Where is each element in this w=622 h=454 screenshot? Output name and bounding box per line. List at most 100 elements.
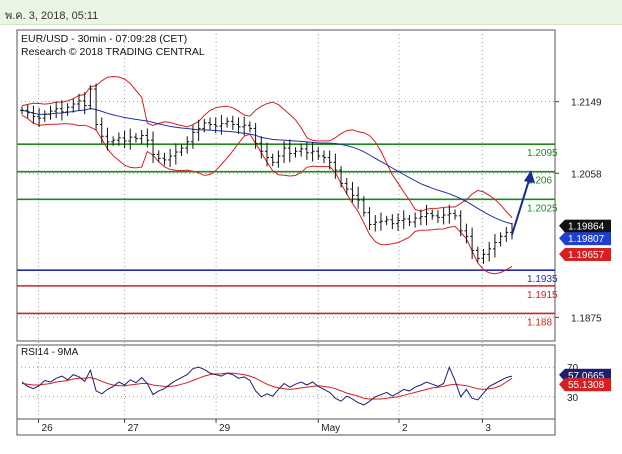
rsi-tag-pointer <box>559 378 565 392</box>
candle <box>151 131 156 164</box>
price-tag-pointer <box>559 247 565 261</box>
price-tick-label: 1.2058 <box>571 169 602 180</box>
candle <box>105 127 110 151</box>
candle <box>20 106 24 115</box>
candle <box>276 150 281 168</box>
candle <box>492 233 497 258</box>
candle <box>162 152 167 166</box>
candle <box>196 119 201 142</box>
candle <box>356 186 361 209</box>
candle <box>179 144 184 156</box>
candle <box>122 130 127 149</box>
level-label: 1.206 <box>527 176 552 187</box>
time-label: 27 <box>128 423 140 434</box>
candle <box>367 207 372 230</box>
price-tag <box>565 247 611 261</box>
candle <box>259 136 264 159</box>
grid <box>17 30 555 419</box>
time-label: 26 <box>42 423 54 434</box>
rsi-line <box>21 365 513 406</box>
candle <box>413 212 418 228</box>
candle <box>304 141 309 160</box>
candle <box>344 178 349 195</box>
candle <box>230 115 235 130</box>
rsi-tag-label: 55.1308 <box>568 380 605 391</box>
level-label: 1.2095 <box>527 148 558 159</box>
candle <box>99 117 104 144</box>
time-label: 3 <box>485 423 491 434</box>
axis-labels: 26 27 29 May 2 3 1.2149 1.2058 1.1875 70 30 <box>38 98 602 434</box>
candle <box>185 136 190 154</box>
candle <box>396 213 401 231</box>
candle <box>48 105 53 120</box>
candle <box>447 204 452 224</box>
candle <box>225 117 230 128</box>
candle <box>430 209 435 220</box>
moving-average <box>21 107 513 225</box>
candle <box>333 153 338 179</box>
candle <box>202 118 207 133</box>
candle <box>458 210 463 237</box>
time-label: 29 <box>219 423 231 434</box>
candle <box>139 129 144 145</box>
candle <box>88 85 93 110</box>
chart-title: EUR/USD - 30min - 07:09:28 (CET) <box>21 33 187 45</box>
candle <box>173 143 178 165</box>
candle <box>265 142 269 167</box>
support-resistance-levels: 1.2095 1.206 1.2025 1.1935 1.1915 1.188 <box>17 143 558 328</box>
time-axis <box>16 418 556 436</box>
candle <box>475 246 480 263</box>
price-tag-pointer <box>559 219 565 233</box>
candle <box>156 150 161 163</box>
level-label: 1.1915 <box>527 290 558 301</box>
candle <box>293 147 298 158</box>
candle <box>94 83 99 130</box>
rsi-panel <box>16 344 556 420</box>
candle <box>111 136 116 146</box>
level-label: 1.2025 <box>527 203 558 214</box>
timestamp-label: พ.ค. 3, 2018, 05:11 <box>5 10 99 22</box>
candle <box>190 125 195 149</box>
candle <box>270 153 275 167</box>
candle <box>208 117 213 130</box>
candle <box>453 209 458 220</box>
candle <box>168 148 173 167</box>
time-label: 2 <box>402 423 408 434</box>
candle <box>128 128 133 150</box>
candle <box>378 212 383 231</box>
price-tag-pointer <box>559 232 565 246</box>
candle <box>424 204 429 226</box>
candle <box>481 248 486 264</box>
candle <box>42 110 47 123</box>
candles <box>20 83 514 264</box>
candle <box>25 104 30 119</box>
candle <box>37 107 42 127</box>
candle <box>441 207 446 225</box>
candle <box>373 215 378 232</box>
candle <box>236 117 241 134</box>
candle <box>76 93 81 112</box>
candle <box>247 121 252 133</box>
candle <box>316 147 321 160</box>
rsi-label: RSI14 - 9MA <box>21 347 79 358</box>
rsi-ma-line <box>21 372 513 400</box>
rsi-tick-label: 30 <box>567 393 579 404</box>
rsi-tag-label: 57.0665 <box>568 371 605 382</box>
candle <box>361 196 366 217</box>
chart-subtitle: Research © 2018 TRADING CENTRAL <box>21 46 205 58</box>
rsi-tag-pointer <box>559 368 565 382</box>
price-tag <box>565 219 611 233</box>
candle <box>504 226 509 242</box>
time-label: May <box>321 423 340 434</box>
candle <box>31 105 36 124</box>
main-panel <box>16 29 556 342</box>
candle <box>487 241 492 262</box>
date-bar: พ.ค. 3, 2018, 05:11 <box>0 0 622 25</box>
candle <box>498 232 503 247</box>
candle <box>213 117 218 134</box>
price-tick-label: 1.2149 <box>571 98 602 109</box>
price-tag-label: 1.19864 <box>568 222 605 233</box>
price-tick-label: 1.1875 <box>571 313 602 324</box>
candle <box>65 103 70 116</box>
